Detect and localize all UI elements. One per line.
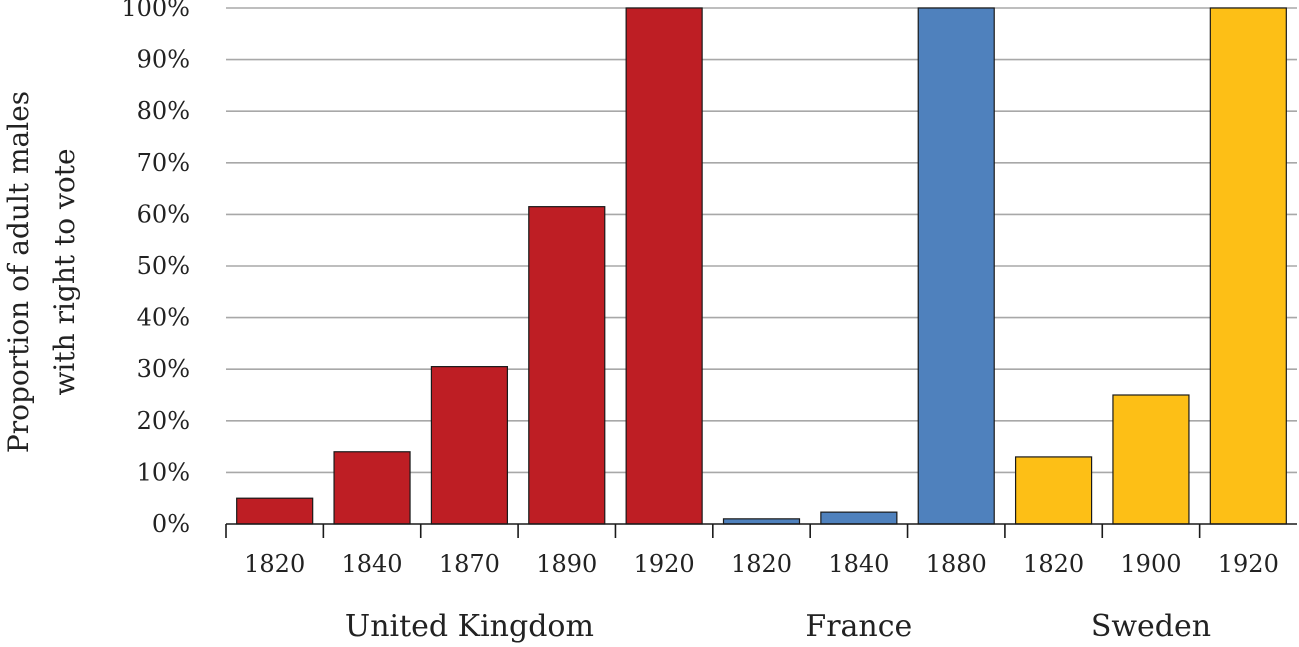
bar-france-1880 — [917, 7, 995, 525]
labels: 0% 10% 20% 30% 40% 50% 60% 70% 80% 90% 100% 1820 184… — [2, 0, 1279, 644]
x-category-label: 1840 — [342, 550, 403, 578]
gridlines — [226, 7, 1297, 474]
x-category-label: 1900 — [1120, 550, 1181, 578]
x-group-label: France — [805, 609, 912, 644]
y-axis-label-line-2: with right to vote — [48, 148, 81, 395]
bar-france-1840 — [820, 511, 898, 525]
y-tick-label: 40% — [137, 304, 190, 332]
x-category-label: 1920 — [1218, 550, 1279, 578]
y-tick-label: 70% — [137, 149, 190, 177]
axes — [225, 523, 1297, 538]
bar-sweden-1900 — [1112, 394, 1190, 525]
y-tick-label: 30% — [137, 355, 190, 383]
y-tick-label: 60% — [137, 200, 190, 228]
y-tick-label: 20% — [137, 407, 190, 435]
y-tick-label: 80% — [137, 97, 190, 125]
bar-united-kingdom-1820 — [236, 497, 314, 525]
x-group-label: United Kingdom — [345, 609, 594, 644]
x-category-label: 1840 — [828, 550, 889, 578]
bar-sweden-1920 — [1209, 7, 1287, 525]
bar-united-kingdom-1890 — [528, 206, 606, 525]
y-axis-label-line-1: Proportion of adult males — [2, 91, 35, 453]
y-tick-label: 90% — [137, 46, 190, 74]
bar-united-kingdom-1870 — [430, 366, 509, 525]
bar-united-kingdom-1920 — [625, 7, 703, 525]
y-tick-label: 0% — [152, 510, 190, 538]
x-category-label: 1820 — [244, 550, 305, 578]
x-category-label: 1920 — [634, 550, 695, 578]
x-category-label: 1880 — [926, 550, 987, 578]
y-tick-label: 100% — [121, 0, 190, 22]
y-tick-label: 50% — [137, 252, 190, 280]
x-category-label: 1890 — [536, 550, 597, 578]
bar-sweden-1820 — [1014, 456, 1093, 525]
bar-united-kingdom-1840 — [333, 451, 411, 525]
x-category-label: 1870 — [439, 550, 500, 578]
x-category-label: 1820 — [731, 550, 792, 578]
x-group-label: Sweden — [1091, 609, 1211, 644]
y-tick-label: 10% — [137, 458, 190, 486]
x-category-label: 1820 — [1023, 550, 1084, 578]
